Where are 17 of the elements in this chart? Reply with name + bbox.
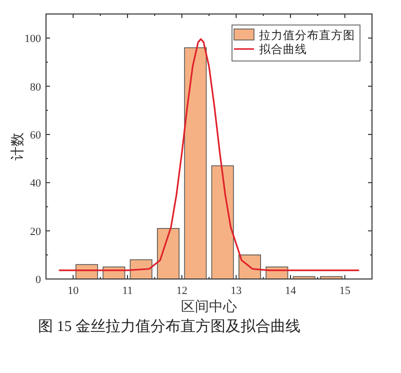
x-tick-label: 13 xyxy=(230,285,242,297)
legend-label: 拉力值分布直方图 xyxy=(259,28,355,42)
x-tick-label: 14 xyxy=(285,285,296,297)
y-tick-label: 40 xyxy=(30,178,42,190)
y-tick-label: 20 xyxy=(30,226,42,238)
y-tick-label: 60 xyxy=(30,129,42,142)
y-tick-label: 100 xyxy=(24,33,42,46)
x-tick-label: 10 xyxy=(68,285,80,297)
y-axis-title: 计数 xyxy=(10,132,26,160)
x-axis-title: 区间中心 xyxy=(181,299,237,315)
y-tick-label: 80 xyxy=(30,81,42,94)
x-tick-label: 11 xyxy=(122,285,133,297)
y-tick-label: 0 xyxy=(36,274,42,286)
x-tick-label: 15 xyxy=(339,285,351,297)
caption: 图 15 金丝拉力值分布直方图及拟合曲线 xyxy=(38,318,300,335)
legend-label: 拟合曲线 xyxy=(259,42,307,56)
x-tick-label: 12 xyxy=(176,285,188,297)
